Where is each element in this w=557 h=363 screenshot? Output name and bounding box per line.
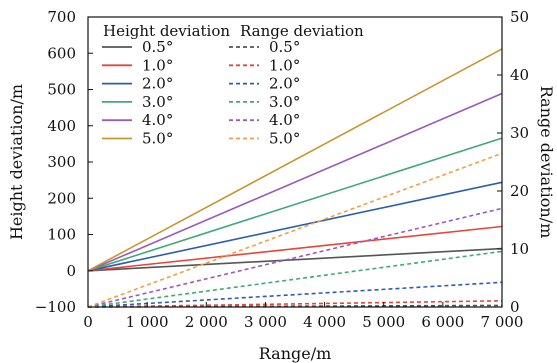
height-deviation-line [87, 225, 503, 272]
range-deviation-line [87, 281, 503, 308]
y-left-tick-label: 400 [47, 117, 76, 135]
legend-header-range: Range deviation [240, 22, 364, 40]
y-left-tick-label: 600 [47, 44, 76, 62]
height-deviation-line [87, 92, 503, 272]
legend-label: 2.0° [142, 75, 173, 93]
legend-header-height: Height deviation [103, 22, 230, 40]
legend-label: 3.0° [269, 93, 300, 111]
legend-label: 0.5° [142, 38, 173, 56]
y-axis-title-left: Height deviation/m [7, 84, 26, 240]
series-layer [87, 48, 503, 308]
y-right-tick-label: 30 [510, 124, 529, 142]
x-tick-label: 2 000 [185, 313, 228, 331]
height-deviation-line [87, 48, 503, 272]
x-tick-label: 6 000 [421, 313, 464, 331]
x-tick-label: 1 000 [126, 313, 169, 331]
range-deviation-line [87, 304, 503, 308]
y-left-tick-label: 100 [47, 226, 76, 244]
x-tick-label: 7 000 [481, 313, 524, 331]
y-axis-title-right: Range deviation/m [537, 86, 556, 239]
y-right-tick-label: 0 [510, 298, 520, 316]
range-deviation-line [87, 152, 503, 308]
x-axis-title: Range/m [259, 344, 332, 363]
legend-label: 5.0° [269, 130, 300, 148]
y-left-tick-label: 0 [66, 262, 76, 280]
height-deviation-line [87, 137, 503, 272]
legend: Height deviation Range deviation0.5°1.0°2… [102, 22, 364, 148]
legend-label: 0.5° [269, 38, 300, 56]
y-right-tick-label: 40 [510, 66, 529, 84]
x-tick-label: 0 [83, 313, 93, 331]
x-tick-label: 5 000 [362, 313, 405, 331]
range-deviation-line [87, 300, 503, 308]
x-tick-label: 3 000 [244, 313, 287, 331]
height-deviation-line [87, 181, 503, 272]
y-left-tick-label: 500 [47, 81, 76, 99]
legend-label: 3.0° [142, 93, 173, 111]
legend-label: 1.0° [142, 56, 173, 74]
y-right-tick-label: 20 [510, 182, 529, 200]
x-tick-label: 4 000 [303, 313, 346, 331]
legend-label: 4.0° [142, 111, 173, 129]
height-deviation-line [87, 247, 503, 272]
range-deviation-line [87, 207, 503, 308]
y-left-tick-label: −100 [35, 298, 76, 316]
y-right-tick-label: 50 [510, 8, 529, 26]
legend-label: 4.0° [269, 111, 300, 129]
legend-label: 5.0° [142, 130, 173, 148]
y-left-tick-label: 300 [47, 153, 76, 171]
y-left-tick-label: 200 [47, 189, 76, 207]
legend-label: 2.0° [269, 75, 300, 93]
legend-label: 1.0° [269, 56, 300, 74]
y-left-tick-label: 700 [47, 8, 76, 26]
y-right-tick-label: 10 [510, 240, 529, 258]
ticks-layer: 0 1 000 2 000 3 000 4 000 5 000 6 000 7 000 −100… [35, 8, 529, 331]
